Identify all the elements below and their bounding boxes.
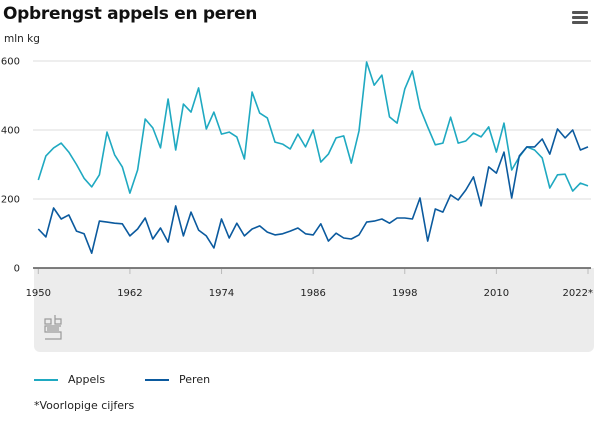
y-tick-label-400: 400: [1, 126, 20, 137]
legend-item-appels[interactable]: Appels: [34, 373, 105, 386]
x-tick-label-2010: 2010: [484, 288, 509, 299]
series-line-appels: [37, 61, 589, 194]
legend-label-peren: Peren: [179, 373, 211, 386]
legend-swatch-peren: [145, 378, 170, 381]
x-tick-label-1974: 1974: [209, 288, 234, 299]
legend-item-peren[interactable]: Peren: [145, 373, 210, 386]
y-tick-label-200: 200: [1, 195, 20, 206]
legend-swatch-appels: [34, 378, 58, 381]
y-tick-label-0: 0: [14, 264, 20, 275]
series-line-peren: [37, 128, 589, 254]
x-tick-label-1998: 1998: [392, 288, 417, 299]
hamburger-menu-icon[interactable]: [572, 11, 588, 25]
footnote: *Voorlopige cijfers: [34, 399, 135, 412]
chart-title: Opbrengst appels en peren: [3, 4, 258, 24]
cbs-logo: [44, 315, 62, 340]
x-tick-label-1986: 1986: [300, 288, 325, 299]
x-axis-panel: [34, 268, 594, 352]
x-tick-label-2022: 2022*: [563, 288, 593, 299]
line-chart: 0 200 400 600 1950 1962 1974 1986 1998 2010 2022*: [1, 57, 593, 300]
x-tick-label-1950: 1950: [26, 288, 51, 299]
y-axis-unit-label: mln kg: [4, 33, 40, 45]
y-tick-label-600: 600: [1, 57, 20, 68]
x-tick-label-1962: 1962: [117, 288, 142, 299]
legend-label-appels: Appels: [68, 373, 106, 386]
legend: Appels Peren: [34, 373, 250, 386]
